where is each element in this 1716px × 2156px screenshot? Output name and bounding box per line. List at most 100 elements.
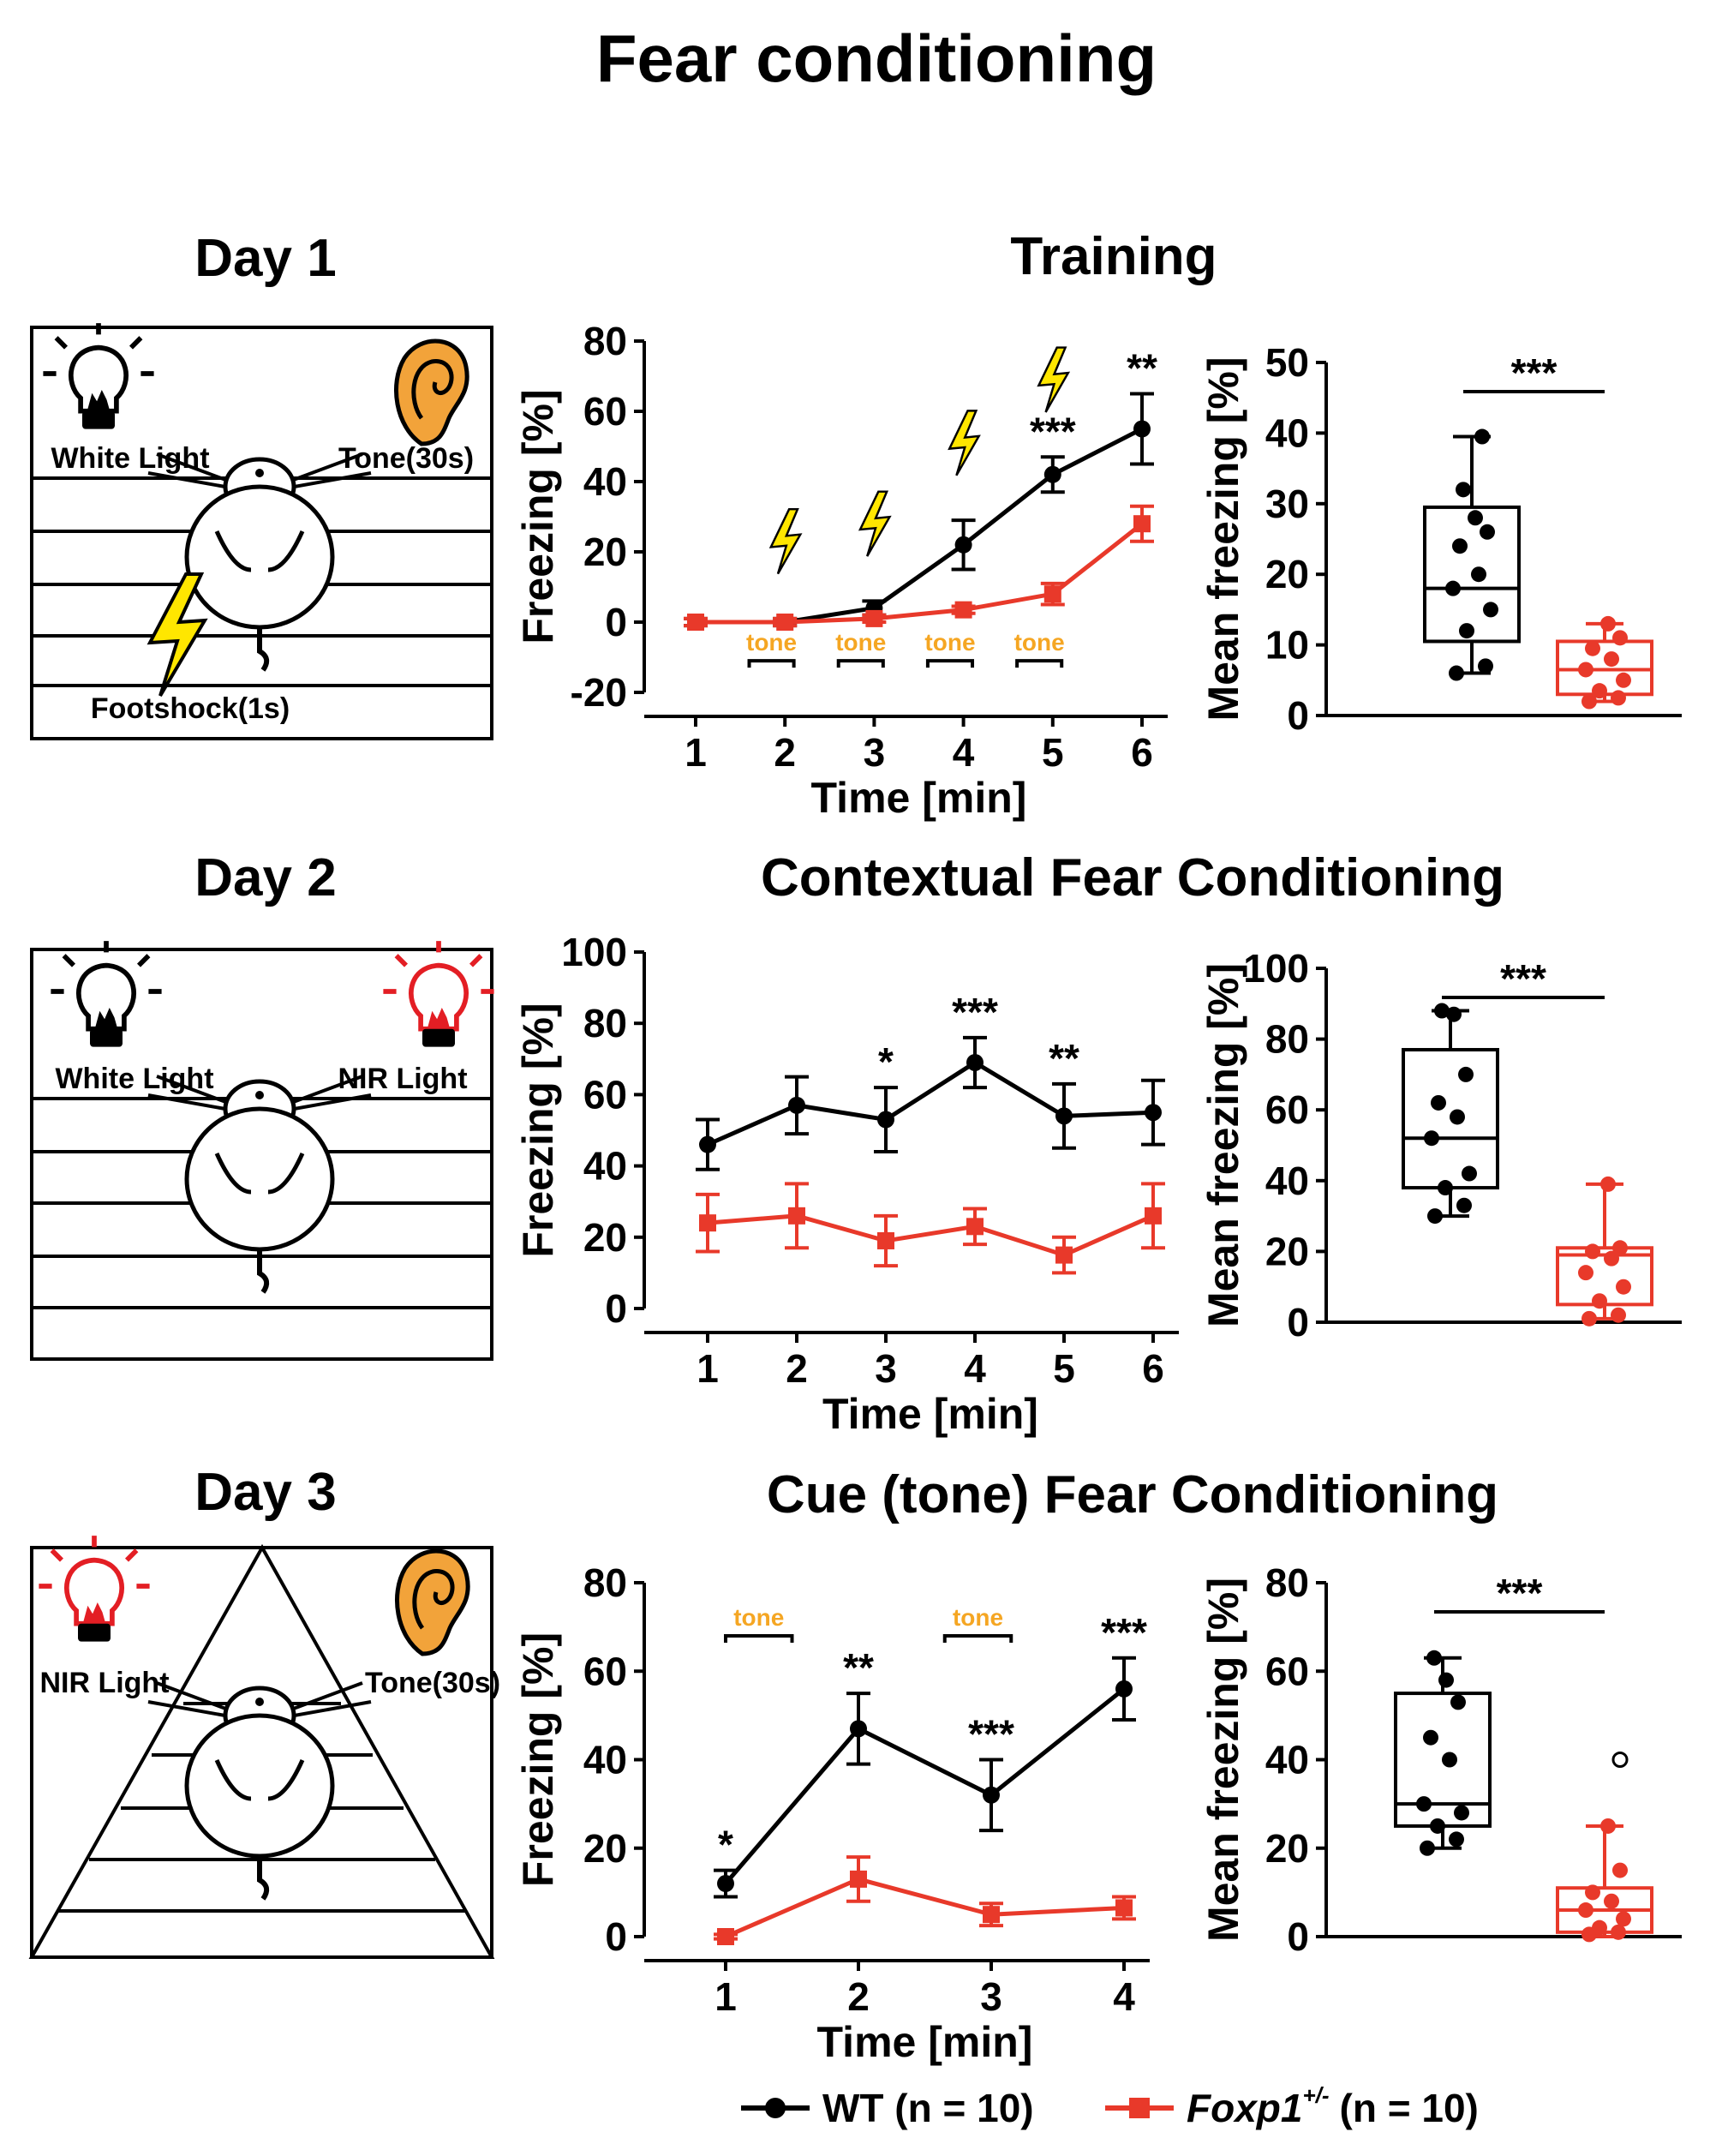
series-line-wt — [724, 1686, 1126, 1885]
legend-het-marker — [1129, 2098, 1150, 2118]
y-tick-label: 0 — [1287, 1914, 1309, 1959]
box-data-point — [1449, 1831, 1464, 1848]
shock-bolt-icon — [948, 410, 980, 477]
y-tick-label: 40 — [1265, 1738, 1309, 1782]
data-point-wt — [717, 1875, 734, 1893]
icon-label-left: NIR Light — [39, 1667, 169, 1699]
y-tick-label: 80 — [583, 319, 627, 363]
box-data-point — [1456, 1197, 1472, 1213]
box-data-point — [1585, 640, 1600, 656]
significance-mark: ** — [1049, 1036, 1079, 1081]
box-data-point — [1459, 623, 1474, 639]
box-data-point — [1424, 1130, 1439, 1147]
x-axis-label: Time [min] — [811, 774, 1027, 822]
box-data-point — [1604, 1893, 1619, 1909]
box-data-point — [1578, 1902, 1593, 1919]
data-point-foxp1 — [966, 1218, 984, 1236]
series-line-wt — [706, 1060, 1154, 1147]
y-tick-label: 10 — [1265, 623, 1309, 668]
shock-bolt-icon — [1037, 346, 1070, 414]
box-data-point — [1471, 566, 1486, 583]
tone-bracket — [724, 1633, 794, 1643]
tone-bracket — [925, 659, 975, 668]
icon-label-left: White Light — [55, 1063, 213, 1095]
box-data-point — [1611, 1924, 1626, 1940]
significance-mark: * — [878, 1039, 894, 1084]
box-data-point — [1456, 482, 1471, 498]
significance-mark: *** — [1101, 1610, 1147, 1655]
box-data-point — [1452, 538, 1468, 554]
y-tick-label: -20 — [571, 670, 627, 715]
box-data-point — [1616, 672, 1631, 688]
y-tick-label: 60 — [1265, 1087, 1309, 1132]
box-data-point — [1420, 1840, 1435, 1856]
data-point-foxp1 — [699, 1214, 716, 1232]
data-point-wt — [1133, 420, 1151, 438]
day-2-schematic: White Light NIR Light — [30, 941, 494, 1361]
y-tick-label: 30 — [1265, 482, 1309, 526]
box-data-point — [1434, 1003, 1450, 1019]
x-tick-label: 2 — [786, 1346, 808, 1391]
y-tick-label: 40 — [583, 459, 627, 504]
y-tick-label: 20 — [583, 1215, 627, 1260]
training-line-chart: -20 0 20 40 60 80 1 2 3 4 5 6 Time [min] Freezing [%]… — [514, 319, 1168, 822]
x-tick-label: 4 — [964, 1346, 986, 1391]
box-data-point — [1578, 1265, 1593, 1281]
legend-het-n: (n = 10) — [1340, 2086, 1479, 2130]
x-tick-label: 3 — [864, 730, 886, 775]
box-data-point — [1431, 1094, 1446, 1111]
data-point-foxp1 — [1145, 1207, 1162, 1225]
box-data-point — [1592, 1919, 1607, 1936]
data-point-wt — [877, 1111, 894, 1129]
box-data-point — [1585, 1243, 1600, 1260]
data-point-wt — [699, 1135, 716, 1153]
y-axis-label: Mean freezing [%] — [1199, 963, 1247, 1327]
data-point-foxp1 — [850, 1870, 867, 1888]
legend-wt-name: WT — [822, 2086, 884, 2130]
significance-mark: *** — [1500, 956, 1546, 1001]
x-tick-label: 3 — [875, 1346, 897, 1391]
x-tick-label: 1 — [685, 730, 707, 775]
x-tick-label: 1 — [715, 1974, 737, 2019]
data-point-wt — [1145, 1104, 1162, 1122]
data-point-wt — [983, 1786, 1000, 1804]
tone-label: tone — [1014, 629, 1065, 656]
box-data-point — [1449, 665, 1464, 681]
series-line-foxp1 — [725, 1877, 1125, 1939]
significance-mark: *** — [1030, 409, 1076, 453]
x-axis-label: Time [min] — [822, 1390, 1038, 1438]
tone-label: tone — [746, 629, 797, 656]
y-tick-label: 60 — [583, 389, 627, 434]
y-tick-label: 80 — [1265, 1017, 1309, 1062]
box-data-point — [1600, 1818, 1616, 1834]
series-line-foxp1 — [696, 522, 1144, 625]
y-tick-label: 0 — [605, 600, 627, 644]
legend-het-sup: +/- — [1302, 2082, 1329, 2108]
box-data-point — [1612, 1862, 1628, 1878]
box-data-point — [1616, 1911, 1631, 1927]
y-tick-label: 60 — [1265, 1649, 1309, 1693]
data-point-wt — [850, 1720, 867, 1738]
box-data-point — [1592, 683, 1607, 699]
x-tick-label: 2 — [774, 730, 796, 775]
box-data-point — [1616, 1279, 1631, 1295]
panel-title-cue: Cue (tone) Fear Conditioning — [767, 1465, 1498, 1524]
data-point-foxp1 — [1055, 1246, 1073, 1264]
box-data-point — [1474, 428, 1490, 445]
data-point-foxp1 — [1115, 1899, 1133, 1917]
box-data-point — [1427, 1208, 1443, 1225]
icon-label-bottom: Footshock(1s) — [91, 692, 290, 725]
icon-label-right: Tone(30s) — [365, 1667, 500, 1699]
icon-label-right: NIR Light — [338, 1063, 467, 1095]
box-data-point — [1483, 602, 1498, 618]
data-point-foxp1 — [983, 1906, 1000, 1924]
x-tick-label: 5 — [1053, 1346, 1075, 1391]
box-data-point — [1442, 1752, 1457, 1768]
x-tick-label: 1 — [697, 1346, 719, 1391]
x-tick-label: 4 — [953, 730, 975, 775]
series-line-wt — [696, 427, 1144, 625]
day-3-schematic: NIR Light Tone(30s) — [28, 1536, 500, 1959]
significance-mark: *** — [1497, 1571, 1543, 1615]
